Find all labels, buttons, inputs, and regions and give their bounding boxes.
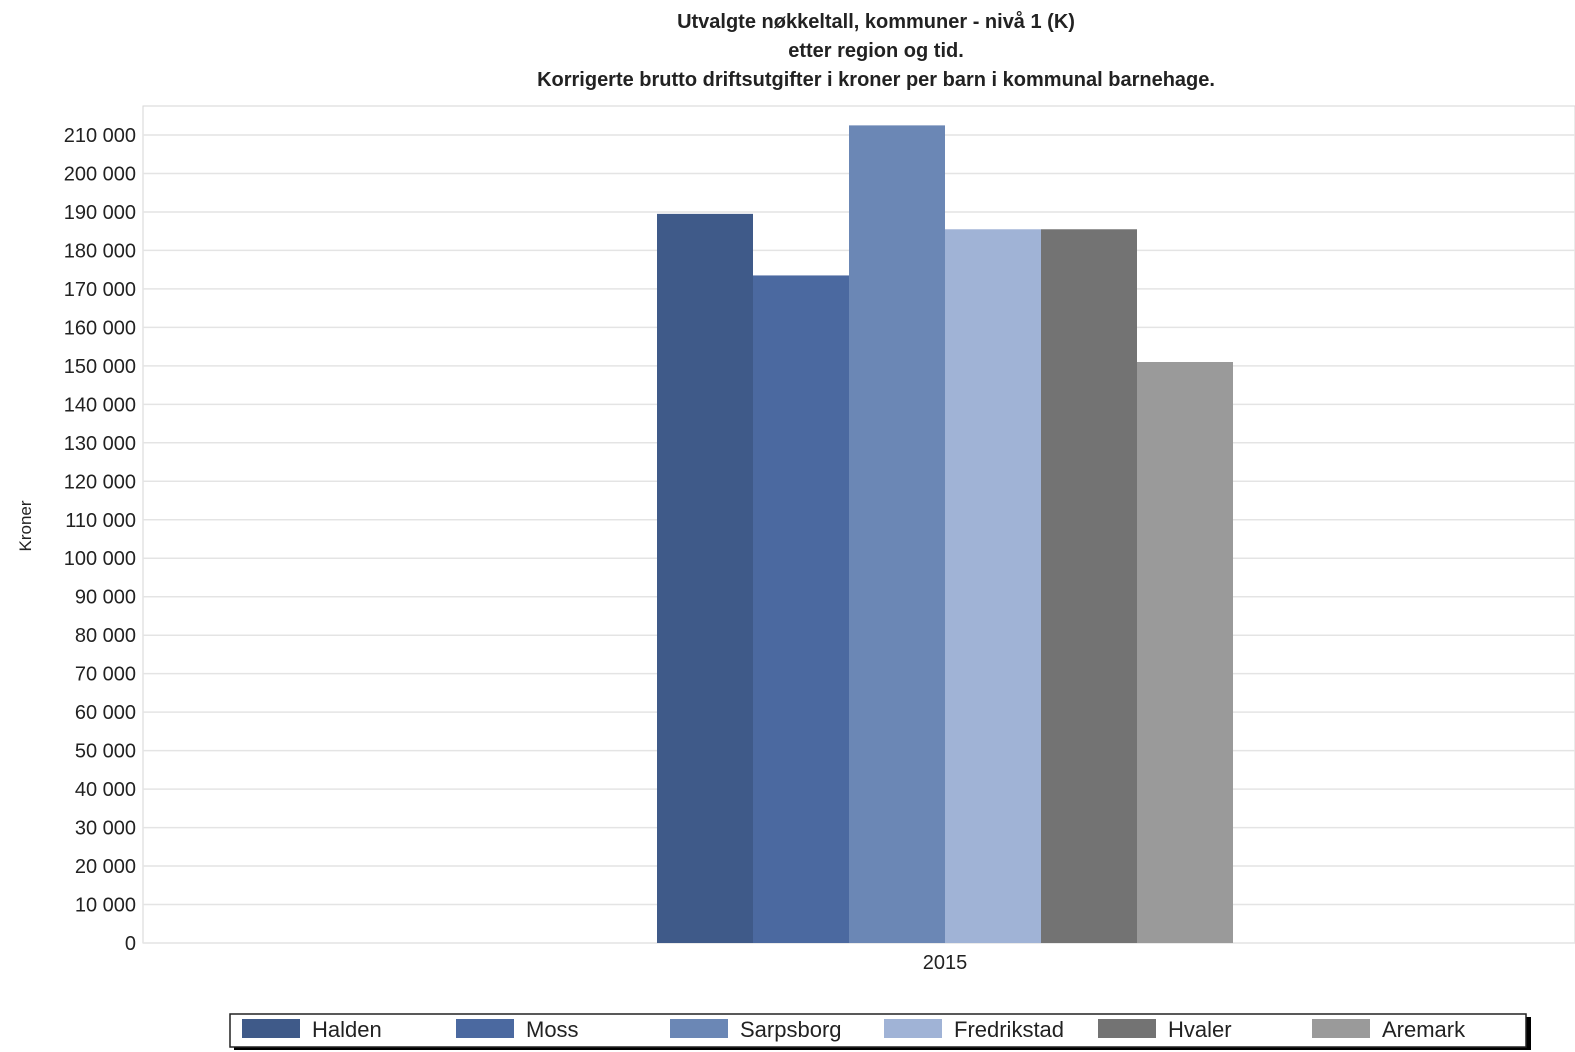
legend-label-moss: Moss (526, 1017, 579, 1042)
y-tick-label: 10 000 (75, 895, 136, 917)
chart-title-line-1: Utvalgte nøkkeltall, kommuner - nivå 1 (… (677, 10, 1075, 33)
y-tick-label: 200 000 (64, 163, 136, 185)
y-tick-label: 60 000 (75, 702, 136, 724)
legend-swatch-aremark (1312, 1019, 1370, 1038)
y-tick-label: 180 000 (64, 240, 136, 262)
y-tick-label: 80 000 (75, 625, 136, 647)
legend-swatch-fredrikstad (884, 1019, 942, 1038)
bar-moss (753, 275, 849, 943)
legend-label-aremark: Aremark (1382, 1017, 1466, 1042)
legend-swatch-moss (456, 1019, 514, 1038)
y-tick-label: 90 000 (75, 587, 136, 609)
y-tick-label: 50 000 (75, 741, 136, 763)
chart-title-line-2: etter region og tid. (788, 40, 964, 62)
y-tick-label: 160 000 (64, 317, 136, 339)
bars (657, 125, 1233, 943)
y-tick-label: 190 000 (64, 202, 136, 224)
y-tick-label: 40 000 (75, 779, 136, 801)
y-tick-label: 210 000 (64, 125, 136, 147)
legend-label-sarpsborg: Sarpsborg (740, 1017, 842, 1042)
x-tick-label: 2015 (923, 952, 968, 974)
bar-halden (657, 213, 753, 943)
y-tick-label: 140 000 (64, 394, 136, 416)
y-tick-label: 170 000 (64, 279, 136, 301)
chart-title: Utvalgte nøkkeltall, kommuner - nivå 1 (… (537, 10, 1215, 91)
y-tick-label: 110 000 (65, 510, 136, 532)
bar-sarpsborg (849, 125, 945, 943)
legend-swatch-sarpsborg (670, 1019, 728, 1038)
y-tick-label: 30 000 (75, 818, 136, 840)
y-tick-label: 0 (125, 933, 136, 955)
chart-title-line-3: Korrigerte brutto driftsutgifter i krone… (537, 69, 1215, 91)
legend-label-fredrikstad: Fredrikstad (954, 1017, 1064, 1042)
y-axis-label: Kroner (16, 500, 35, 551)
y-tick-label: 20 000 (75, 856, 136, 878)
legend-swatch-hvaler (1098, 1019, 1156, 1038)
y-tick-label: 150 000 (64, 356, 136, 378)
bar-aremark (1137, 362, 1233, 943)
bar-hvaler (1041, 229, 1137, 943)
y-tick-label: 120 000 (64, 471, 136, 493)
bar-fredrikstad (945, 229, 1041, 943)
y-tick-label: 130 000 (64, 433, 136, 455)
legend-label-halden: Halden (312, 1017, 382, 1042)
legend-box (229, 1013, 1527, 1048)
y-axis-ticks: 0 10 000 20 000 30 000 40 000 50 000 60 000 70 … (64, 125, 136, 955)
legend: Halden Moss Sarpsborg Fredrikstad Hvaler Arem… (229, 1013, 1531, 1050)
legend-label-hvaler: Hvaler (1168, 1017, 1232, 1042)
y-tick-label: 100 000 (64, 548, 136, 570)
y-tick-label: 70 000 (75, 664, 136, 686)
legend-swatch-halden (242, 1019, 300, 1038)
x-axis-ticks: 2015 (923, 952, 968, 974)
